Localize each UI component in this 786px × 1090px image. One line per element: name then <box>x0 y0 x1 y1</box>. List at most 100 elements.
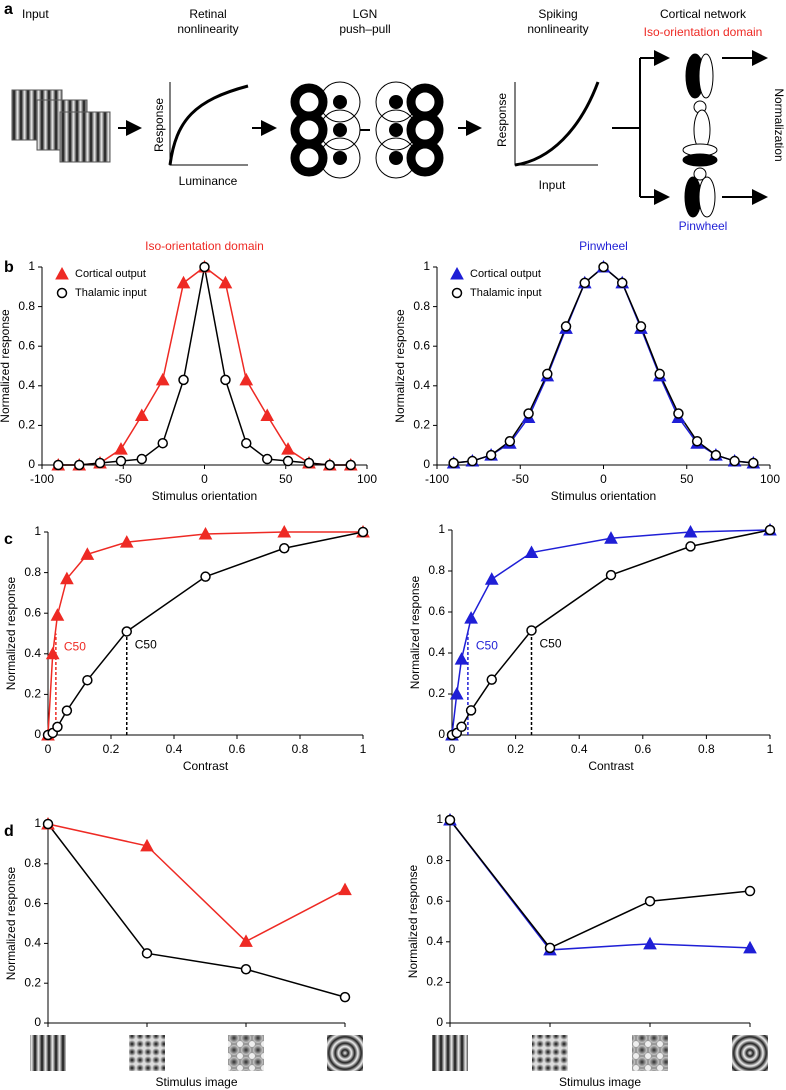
marker <box>454 652 469 665</box>
legend-label: Thalamic input <box>75 287 147 299</box>
lgn-cells <box>290 81 444 179</box>
annotation: C50 <box>135 638 157 652</box>
stimulus-image <box>432 1035 468 1071</box>
y-tick-label: 0.4 <box>18 378 35 392</box>
y-tick-label: 0.8 <box>24 856 41 870</box>
stage-title: Input <box>22 7 49 21</box>
marker <box>710 449 722 461</box>
charts: Iso-orientation domain 0 0.2 0.4 0.6 0.8 1 -100… <box>0 239 780 1089</box>
marker <box>239 934 253 947</box>
marker <box>155 372 170 386</box>
x-tick-label: 0.6 <box>229 742 246 756</box>
marker <box>134 408 149 421</box>
y-tick-label: 1 <box>438 522 445 536</box>
stimulus-image <box>228 1035 264 1071</box>
marker <box>643 936 657 950</box>
marker <box>60 571 74 585</box>
stimulus-image <box>30 1035 66 1071</box>
marker <box>526 625 537 636</box>
x-tick-label: 0.4 <box>166 742 183 756</box>
marker <box>449 686 464 700</box>
x-tick-label: 50 <box>680 472 694 486</box>
y-tick-label: 0.6 <box>24 896 41 910</box>
marker <box>456 721 467 733</box>
marker <box>616 277 628 289</box>
panel-label: c <box>4 531 13 548</box>
marker <box>80 547 95 560</box>
x-tick-label: 100 <box>760 472 780 486</box>
marker <box>654 368 665 380</box>
marker <box>691 435 703 447</box>
x-tick-label: 0.2 <box>507 742 524 756</box>
y-tick-label: 0.4 <box>428 645 445 659</box>
series-line <box>47 823 346 998</box>
x-tick-label: -100 <box>30 472 54 486</box>
y-axis-label: Normalized response <box>4 866 18 980</box>
marker <box>604 531 618 544</box>
x-tick-label: 0 <box>201 472 208 486</box>
y-tick-label: 0.8 <box>18 299 35 313</box>
y-tick-label: 0.2 <box>24 975 41 989</box>
domain-label: Iso-orientation domain <box>644 25 763 39</box>
chart-title: Iso-orientation domain <box>145 239 264 253</box>
marker <box>598 261 609 273</box>
y-tick-label: 0 <box>423 457 430 471</box>
chart-title: Pinwheel <box>579 239 628 253</box>
x-tick-label: 50 <box>279 472 293 486</box>
marker <box>178 374 189 386</box>
marker <box>279 542 290 554</box>
x-tick-label: -100 <box>425 472 449 486</box>
curve <box>168 84 249 166</box>
legend-marker <box>450 266 464 280</box>
x-tick-label: 100 <box>357 472 377 486</box>
marker <box>448 457 459 469</box>
x-axis-label: Stimulus image <box>155 1075 237 1089</box>
marker <box>45 646 60 660</box>
marker <box>357 526 369 538</box>
stimulus-image <box>632 1035 668 1071</box>
x-tick-label: 0.8 <box>292 742 309 756</box>
x-tick-label: 0 <box>449 742 456 756</box>
annotation: C50 <box>476 639 498 653</box>
axis <box>169 82 248 166</box>
panel-label: b <box>4 259 14 276</box>
marker <box>52 721 63 733</box>
marker <box>136 453 148 465</box>
y-tick-label: 0.6 <box>18 338 35 352</box>
marker <box>239 372 254 386</box>
marker <box>53 459 64 471</box>
x-axis-label: Contrast <box>588 759 634 773</box>
marker <box>141 948 153 959</box>
marker <box>94 457 106 469</box>
marker <box>119 535 134 548</box>
stimulus-image <box>732 1035 768 1071</box>
marker <box>200 571 211 582</box>
marker <box>644 895 656 907</box>
marker <box>467 455 478 467</box>
marker <box>683 525 698 538</box>
x-tick-label: -50 <box>115 472 133 486</box>
y-tick-label: 1 <box>423 259 430 273</box>
series-line <box>449 819 751 951</box>
domain-label: Pinwheel <box>679 219 728 233</box>
y-tick-label: 1 <box>436 812 443 826</box>
stage-title: Cortical network <box>660 7 747 21</box>
marker <box>339 991 351 1003</box>
x-tick-label: 0.8 <box>698 742 715 756</box>
marker <box>241 437 252 449</box>
stimulus-image <box>532 1035 568 1071</box>
y-axis-label: Normalized response <box>408 575 422 689</box>
marker <box>444 814 456 826</box>
annotation: C50 <box>540 637 562 651</box>
marker <box>504 435 516 447</box>
y-tick-label: 0.8 <box>426 853 443 867</box>
marker <box>220 374 231 386</box>
axis <box>514 82 598 166</box>
marker <box>465 705 477 716</box>
x-tick-label: 0 <box>600 472 607 486</box>
y-tick-label: 1 <box>34 816 41 830</box>
marker <box>324 459 336 471</box>
y-tick-label: 0 <box>28 457 35 471</box>
x-axis-label: Contrast <box>183 759 229 773</box>
